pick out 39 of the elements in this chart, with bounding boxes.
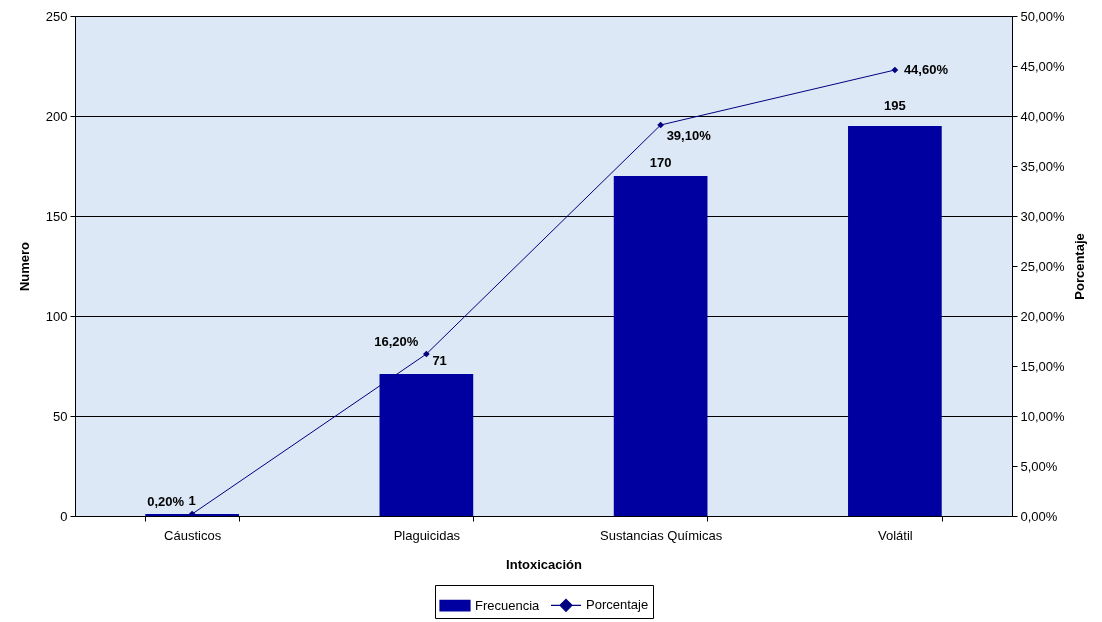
bar <box>848 126 942 516</box>
y2-tick-label: 25,00% <box>1020 258 1066 274</box>
bar <box>379 374 474 516</box>
x-tick-label: Volátil <box>878 527 913 543</box>
y2-tick-label: 30,00% <box>1020 208 1066 224</box>
data-label: 0,20% <box>147 494 185 509</box>
x-tick-label: Plaguicidas <box>393 527 461 543</box>
legend-label: Porcentaje <box>586 597 649 613</box>
y2-tick-label: 15,00% <box>1020 358 1066 374</box>
x-tick-label: Cáusticos <box>164 527 222 543</box>
data-label: 71 <box>432 353 447 368</box>
y2-tick-label: 20,00% <box>1020 308 1066 324</box>
data-label: 170 <box>649 155 672 170</box>
data-label: 39,10% <box>666 128 712 143</box>
y-axis-title: Numero <box>16 241 32 292</box>
y-tick-label: 100 <box>45 308 68 324</box>
y-tick-label: 50 <box>53 408 68 424</box>
y2-tick-label: 45,00% <box>1020 58 1066 74</box>
y-tick-label: 150 <box>45 208 68 224</box>
point <box>188 510 196 518</box>
y2-axis-title: Porcentaje <box>1071 233 1087 300</box>
y2-tick-label: 40,00% <box>1020 108 1066 124</box>
legend-label: Frecuencia <box>475 597 541 613</box>
y-tick-label: 0 <box>60 508 68 524</box>
data-label: 16,20% <box>374 334 419 349</box>
data-label: 195 <box>884 98 906 113</box>
data-label: 44,60% <box>903 62 949 77</box>
y-tick-label: 250 <box>45 8 68 24</box>
x-axis-title: Intoxicación <box>506 556 582 572</box>
y2-tick-label: 50,00% <box>1020 8 1066 24</box>
x-tick-label: Sustancias Químicas <box>600 527 723 543</box>
point <box>891 66 899 74</box>
y2-tick-label: 10,00% <box>1020 408 1066 424</box>
y2-tick-label: 0,00% <box>1020 508 1058 524</box>
bar <box>613 176 708 516</box>
y2-tick-label: 5,00% <box>1020 458 1058 474</box>
data-label: 1 <box>188 493 196 508</box>
y2-tick-label: 35,00% <box>1020 158 1066 174</box>
y-tick-label: 200 <box>45 108 68 124</box>
